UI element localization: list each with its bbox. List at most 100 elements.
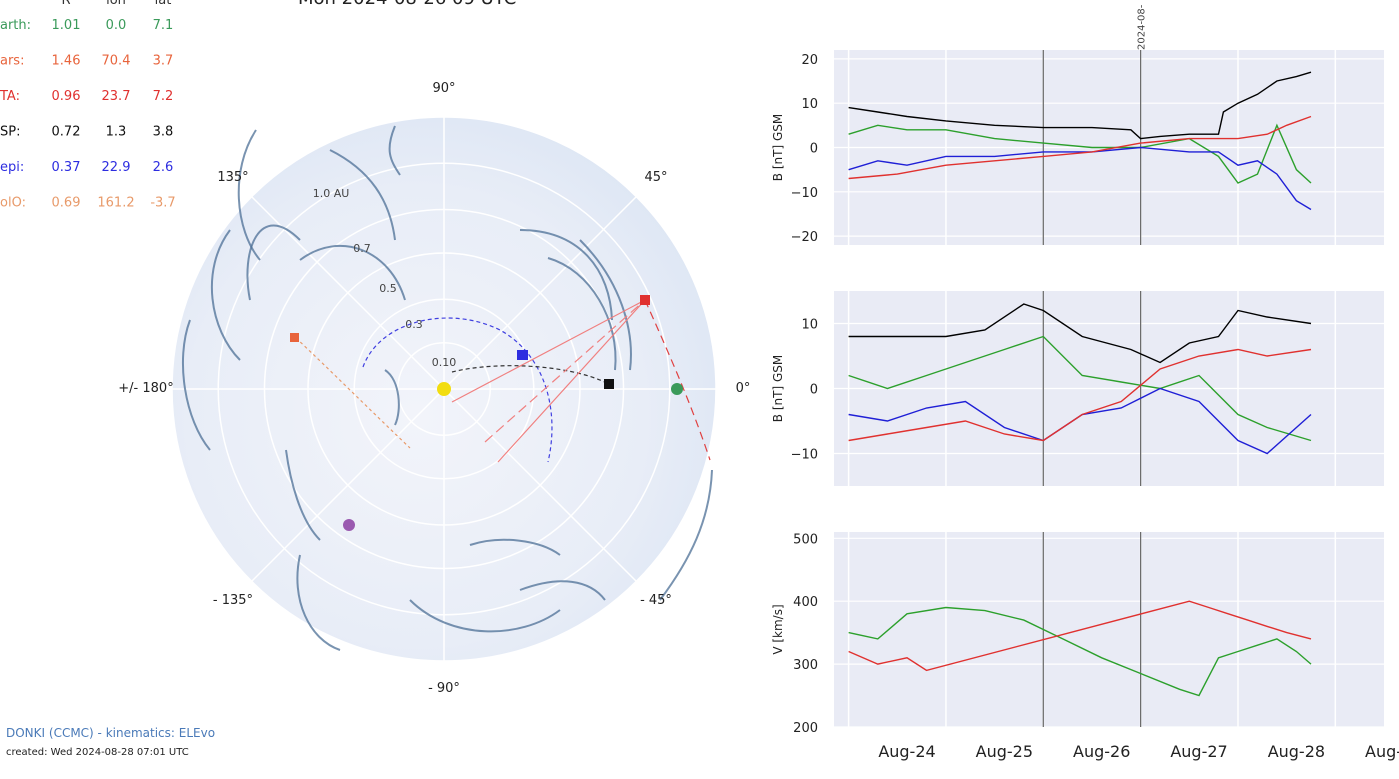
panel-3: 500 400 300 200 V [km/s] Aug-24 Aug-25 Aug-26 Au… xyxy=(771,532,1399,761)
cme-front-arc xyxy=(659,469,713,601)
sta-connection-1 xyxy=(451,299,646,403)
cme-front-arc xyxy=(237,129,261,261)
sta-connection-2 xyxy=(484,299,646,443)
series-line-1 xyxy=(848,303,1312,364)
body-r: 1.46 xyxy=(52,54,81,69)
body-lat: -3.7 xyxy=(150,196,175,211)
body-row: TA: 0.96 23.7 7.2 xyxy=(0,89,173,104)
body-r: 0.72 xyxy=(52,125,81,140)
polar-angle-labels: 90° 45° 0° - 45° - 90° - 135° +/- 180° 1… xyxy=(118,81,750,696)
body-r: 0.96 xyxy=(52,89,81,104)
body-lon: 0.0 xyxy=(106,18,127,33)
series-line-2 xyxy=(848,335,1312,442)
x-tick-label: Aug-29 xyxy=(1365,742,1399,761)
col-lon-header: lon xyxy=(106,0,126,8)
sta-marker xyxy=(640,295,650,305)
cme-front-arc xyxy=(329,149,396,241)
spacecraft-trajectories xyxy=(295,299,711,463)
angle-label-minus90: - 90° xyxy=(428,681,460,696)
body-name: epi: xyxy=(0,160,24,175)
polar-radial-labels: 1.0 AU 0.7 0.5 0.3 0.10 xyxy=(313,187,457,369)
solo-marker xyxy=(604,379,614,389)
body-name: SP: xyxy=(0,125,20,140)
y-axis-label: B [nT] GSM xyxy=(771,114,785,181)
sta-connection-3 xyxy=(497,299,646,463)
y-tick-label: 400 xyxy=(793,595,818,610)
cme-front-arc xyxy=(181,319,211,451)
body-lon: 70.4 xyxy=(102,54,131,69)
y-tick-label: 20 xyxy=(801,53,818,68)
cme-front-arc xyxy=(469,538,561,556)
series-line-4 xyxy=(848,348,1312,442)
cme-front-arc xyxy=(519,580,606,601)
body-table: R lon lat Mon 2024-08-26 09 UTC arth: 1.0… xyxy=(0,0,516,211)
body-row: ars: 1.46 70.4 3.7 xyxy=(0,54,173,69)
earth-marker xyxy=(671,383,683,395)
body-lon: 22.9 xyxy=(102,160,131,175)
cme-front-arc xyxy=(409,599,561,633)
y-axis-label: B [nT] GSM xyxy=(771,355,785,422)
body-row: epi: 0.37 22.9 2.6 xyxy=(0,160,173,175)
radial-label-1au: 1.0 AU xyxy=(313,187,350,200)
series-line-1 xyxy=(848,71,1312,140)
body-lon: 161.2 xyxy=(97,196,134,211)
x-tick-label: Aug-24 xyxy=(878,742,935,761)
solo-orbit-trail xyxy=(295,337,411,449)
angle-label-minus45: - 45° xyxy=(640,593,672,608)
y-tick-label: 200 xyxy=(793,721,818,736)
insitu-panels: 20 10 0 −10 −20 B [nT] GSM 2024-08- 10 0 −10 B [nT… xyxy=(771,4,1399,761)
body-r: 0.69 xyxy=(52,196,81,211)
panel-background xyxy=(834,532,1384,727)
polar-spoke xyxy=(443,196,637,390)
y-tick-label: 300 xyxy=(793,658,818,673)
y-tick-label: 0 xyxy=(810,142,818,157)
col-r-header: R xyxy=(61,0,70,8)
mars-marker xyxy=(290,333,299,342)
angle-label-0: 0° xyxy=(736,381,751,396)
celestial-bodies xyxy=(290,295,683,531)
series-line-1 xyxy=(848,606,1312,697)
angle-label-minus135: - 135° xyxy=(213,593,253,608)
radial-label-010: 0.10 xyxy=(432,356,457,369)
body-r: 1.01 xyxy=(52,18,81,33)
body-lat: 7.1 xyxy=(153,18,174,33)
y-tick-label: −10 xyxy=(791,186,818,201)
x-tick-label: Aug-27 xyxy=(1170,742,1227,761)
y-tick-label: −20 xyxy=(791,230,818,245)
body-row: arth: 1.01 0.0 7.1 xyxy=(0,18,173,33)
y-tick-label: −10 xyxy=(791,448,818,463)
x-tick-label: Aug-25 xyxy=(976,742,1033,761)
polar-spoke xyxy=(251,388,445,582)
psp-marker xyxy=(517,350,528,360)
body-name: arth: xyxy=(0,18,31,33)
angle-label-135: 135° xyxy=(217,170,248,185)
radial-label-05: 0.5 xyxy=(379,282,397,295)
body-name: olO: xyxy=(0,196,26,211)
cme-front-arc xyxy=(579,239,632,371)
created-timestamp: created: Wed 2024-08-28 07:01 UTC xyxy=(6,747,189,758)
series-line-3 xyxy=(848,146,1312,211)
psp-trajectory xyxy=(362,317,553,463)
col-lat-header: lat xyxy=(155,0,172,8)
angle-label-180: +/- 180° xyxy=(118,381,173,396)
body-lat: 2.6 xyxy=(153,160,174,175)
body-lat: 3.8 xyxy=(153,125,174,140)
body-lon: 23.7 xyxy=(102,89,131,104)
body-row: SP: 0.72 1.3 3.8 xyxy=(0,125,173,140)
cme-fronts xyxy=(181,125,713,651)
y-tick-label: 500 xyxy=(793,532,818,547)
series-line-2 xyxy=(848,600,1312,672)
cme-front-arc xyxy=(296,554,341,651)
polar-grid xyxy=(171,116,717,662)
venus-marker xyxy=(343,519,355,531)
angle-label-90: 90° xyxy=(432,81,455,96)
sun-marker xyxy=(437,382,451,396)
panel-2: 10 0 −10 B [nT] GSM xyxy=(771,291,1384,486)
radial-label-03: 0.3 xyxy=(405,318,423,331)
x-tick-label: Aug-26 xyxy=(1073,742,1130,761)
solo-trajectory xyxy=(451,365,617,389)
cme-front-arc xyxy=(388,125,401,176)
angle-label-45: 45° xyxy=(644,170,667,185)
cme-front-arc xyxy=(519,229,613,321)
